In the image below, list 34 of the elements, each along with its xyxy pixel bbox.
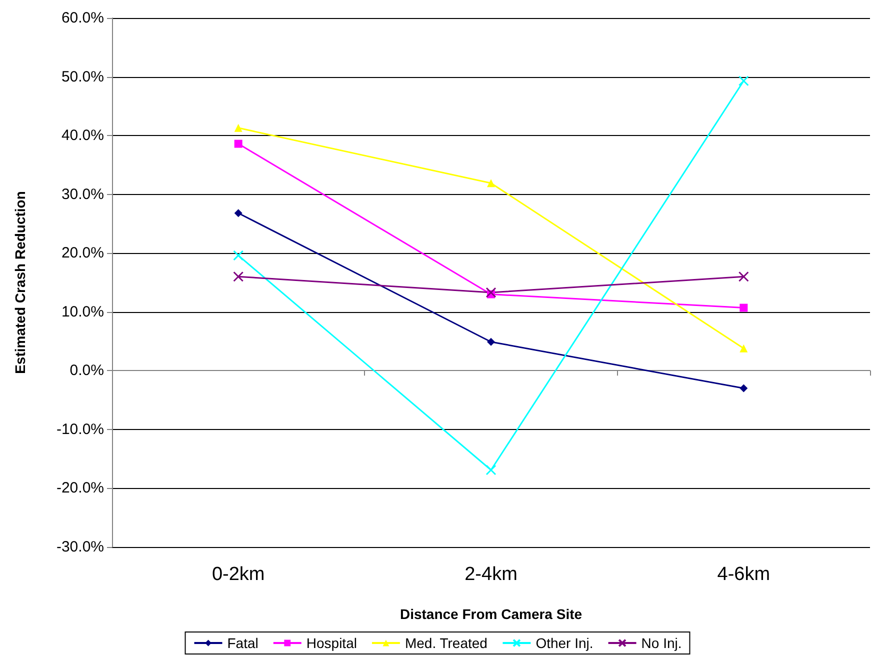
y-tick-label: -30.0% (56, 538, 104, 556)
y-tick-label: -10.0% (56, 420, 104, 438)
point (233, 250, 244, 261)
point (740, 384, 748, 392)
legend-label: Fatal (227, 635, 258, 651)
y-tick-label: 0.0% (70, 362, 104, 380)
x-tick-label: 2-4km (464, 564, 518, 585)
point (487, 338, 495, 346)
y-tick-label: 50.0% (61, 68, 104, 86)
point (234, 140, 242, 148)
y-axis-title: Estimated Crash Reduction (12, 191, 28, 374)
point (234, 209, 242, 218)
x-tick-label: 4-6km (717, 564, 770, 585)
point (487, 179, 495, 188)
point (486, 464, 496, 476)
legend-label: Hospital (306, 635, 357, 651)
legend-label: No Inj. (641, 635, 682, 651)
y-tick-label: 20.0% (61, 244, 104, 262)
y-tick-label: 60.0% (61, 10, 104, 26)
x-tick-label: 0-2km (212, 564, 265, 585)
y-tick-label: 10.0% (61, 303, 104, 320)
y-tick-label: -20.0% (56, 480, 104, 497)
point (738, 76, 749, 86)
point (738, 271, 749, 282)
point (234, 124, 242, 132)
point (486, 287, 496, 298)
point (233, 271, 244, 282)
point (740, 304, 748, 312)
legend-label: Med. Treated (404, 635, 488, 651)
y-tick-label: 40.0% (61, 127, 104, 144)
legend-label: Other Inj. (536, 635, 594, 651)
x-axis-title: Distance From Camera Site (400, 606, 582, 622)
point (740, 344, 748, 352)
y-tick-label: 30.0% (61, 186, 104, 203)
